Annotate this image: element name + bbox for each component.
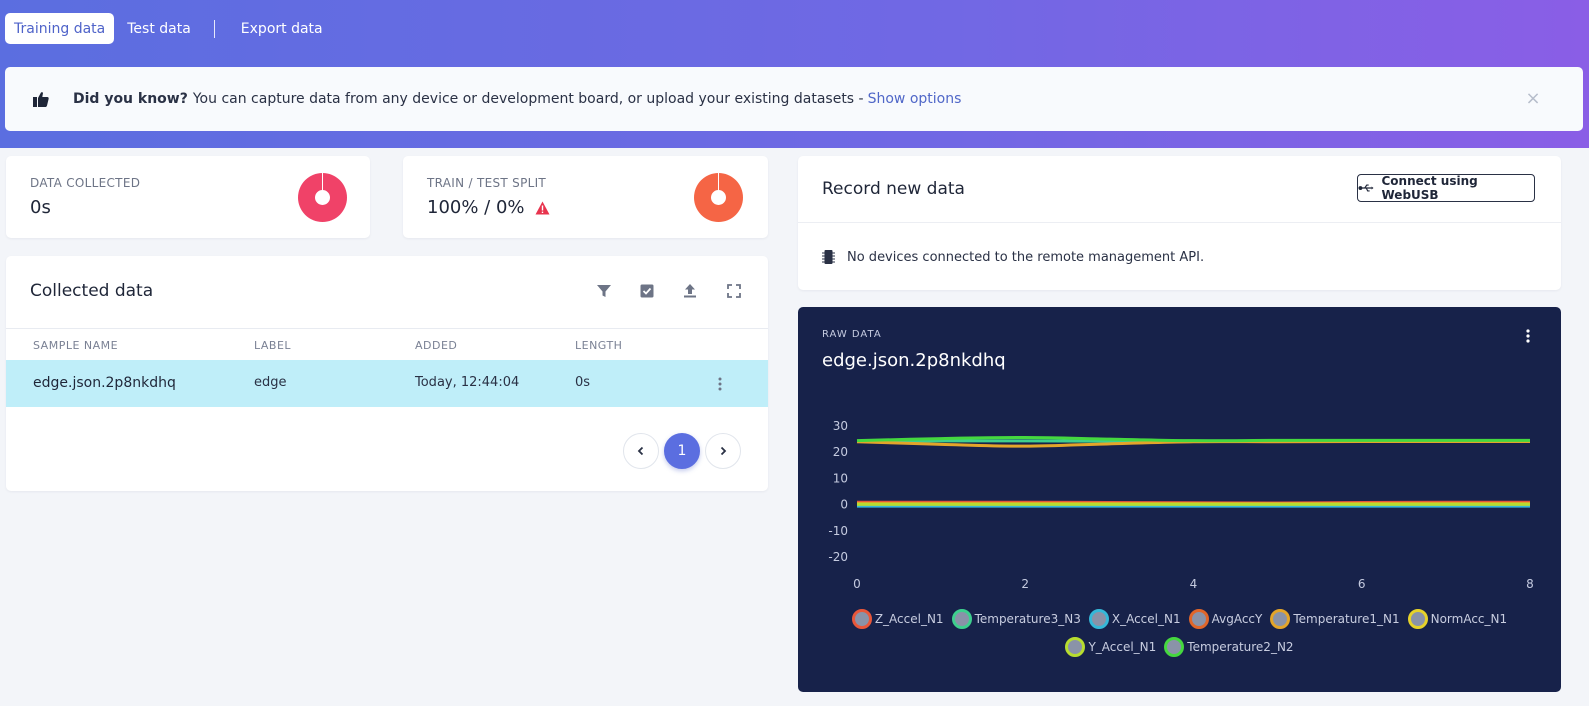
x-tick-label: 8 [1526,577,1534,591]
legend-item[interactable]: Z_Accel_N1 [851,608,944,630]
no-devices-message: No devices connected to the remote manag… [822,248,1204,266]
chip-icon [822,250,835,264]
legend-item[interactable]: X_Accel_N1 [1088,608,1181,630]
y-tick-label: -20 [828,550,848,564]
column-length[interactable]: LENGTH [575,339,623,352]
row-menu-icon[interactable] [715,375,725,393]
legend-item[interactable]: Temperature3_N3 [951,608,1081,630]
legend-label: Temperature3_N3 [974,612,1081,626]
raw-menu-icon[interactable] [1524,328,1532,344]
raw-data-label: RAW DATA [822,329,882,340]
card-divider [798,222,1561,223]
split-label: TRAIN / TEST SPLIT [427,176,547,190]
label-cell: edge [254,375,287,390]
legend-item[interactable]: AvgAccY [1188,608,1263,630]
tab-training-data[interactable]: Training data [5,13,115,44]
tab-export-data[interactable]: Export data [240,20,323,37]
legend-label: AvgAccY [1211,612,1263,626]
length-cell: 0s [575,375,591,390]
warning-icon [535,201,550,214]
tab-divider [213,19,215,38]
chevron-right-icon [720,446,727,456]
legend-item[interactable]: Y_Accel_N1 [1065,636,1156,658]
legend-label: Y_Accel_N1 [1088,640,1157,654]
split-value: 100% / 0% [427,197,550,218]
y-tick-label: 20 [833,445,848,459]
legend-label: Temperature1_N1 [1293,612,1400,626]
legend-label: Temperature2_N2 [1187,640,1294,654]
legend-swatch [1164,637,1185,657]
added-cell: Today, 12:44:04 [415,375,520,390]
y-tick-label: 0 [840,498,848,512]
sample-name-cell: edge.json.2p8nkdhq [33,375,176,391]
split-donut [694,173,743,222]
column-added[interactable]: ADDED [415,339,458,352]
legend-item[interactable]: Temperature1_N1 [1270,608,1400,630]
column-sample-name[interactable]: SAMPLE NAME [33,339,119,352]
table-row[interactable]: edge.json.2p8nkdhq edge Today, 12:44:04 … [6,360,768,407]
thumbs-up-icon [33,92,49,107]
upload-icon[interactable] [681,282,699,300]
page-1-button[interactable]: 1 [664,433,700,469]
show-options-link[interactable]: Show options [867,91,962,107]
data-collected-value: 0s [30,197,51,218]
legend-label: X_Accel_N1 [1111,612,1181,626]
previous-page-button[interactable] [623,433,659,469]
notice-text: You can capture data from any device or … [192,91,864,107]
legend-swatch [951,609,972,629]
y-tick-label: 10 [833,471,848,485]
no-devices-text: No devices connected to the remote manag… [847,249,1205,265]
series-line-temperature2-n2 [856,436,1530,443]
split-amount: 100% / 0% [427,197,525,218]
record-new-data-card: Record new data Connect using WebUSB No … [798,156,1561,290]
x-tick-label: 2 [1021,577,1029,591]
raw-data-chart: 30 20 10 0 -10 -20 0 2 4 6 8 [828,419,1534,591]
legend-swatch [1407,609,1428,629]
usb-icon [1358,184,1374,192]
data-collected-amount: 0s [30,197,51,218]
raw-data-title: edge.json.2p8nkdhq [822,350,1006,371]
checkbox-icon[interactable] [638,282,656,300]
collected-data-title: Collected data [30,281,154,301]
filter-icon[interactable] [595,282,613,300]
data-tabs: Training data Test data Export data [5,13,336,44]
tab-test-data[interactable]: Test data [127,20,191,37]
y-tick-label: -10 [828,524,848,538]
legend-swatch [851,609,872,629]
record-new-data-title: Record new data [822,179,965,199]
next-page-button[interactable] [705,433,741,469]
legend-item[interactable]: Temperature2_N2 [1164,636,1294,658]
legend-label: NormAcc_N1 [1430,612,1508,626]
raw-data-card: RAW DATA edge.json.2p8nkdhq 30 20 10 0 -10 -2… [798,307,1561,692]
notice-message: Did you know? You can capture data from … [73,67,961,131]
did-you-know-notice: Did you know? You can capture data from … [5,67,1583,131]
chart-legend: Z_Accel_N1 Temperature3_N3 X_Accel_N1 AvgAc… [798,608,1561,664]
data-collected-card: DATA COLLECTED 0s [6,156,370,238]
legend-swatch [1188,609,1209,629]
y-tick-label: 30 [833,419,848,433]
connect-webusb-label: Connect using WebUSB [1381,174,1478,202]
legend-label: Z_Accel_N1 [874,612,944,626]
notice-bold: Did you know? [73,91,188,107]
x-tick-label: 6 [1358,577,1366,591]
legend-row: Z_Accel_N1 Temperature3_N3 X_Accel_N1 AvgAc… [798,608,1561,630]
connect-webusb-button[interactable]: Connect using WebUSB [1357,174,1535,202]
legend-swatch [1270,609,1291,629]
column-label[interactable]: LABEL [254,339,292,352]
x-tick-label: 4 [1190,577,1198,591]
x-tick-label: 0 [853,577,861,591]
table-header: SAMPLE NAME LABEL ADDED LENGTH [6,328,768,360]
expand-icon[interactable] [725,282,743,300]
legend-item[interactable]: NormAcc_N1 [1407,608,1508,630]
data-collected-donut [298,173,347,222]
collected-data-card: Collected data SAMPLE NAME LABEL ADDED L… [6,256,768,491]
close-notice-button[interactable]: × [1525,88,1541,109]
legend-swatch [1065,637,1086,657]
data-collected-label: DATA COLLECTED [30,176,141,190]
legend-row: Y_Accel_N1 Temperature2_N2 [798,636,1561,658]
chevron-left-icon [637,446,644,456]
legend-swatch [1088,609,1109,629]
train-test-split-card: TRAIN / TEST SPLIT 100% / 0% [403,156,768,238]
